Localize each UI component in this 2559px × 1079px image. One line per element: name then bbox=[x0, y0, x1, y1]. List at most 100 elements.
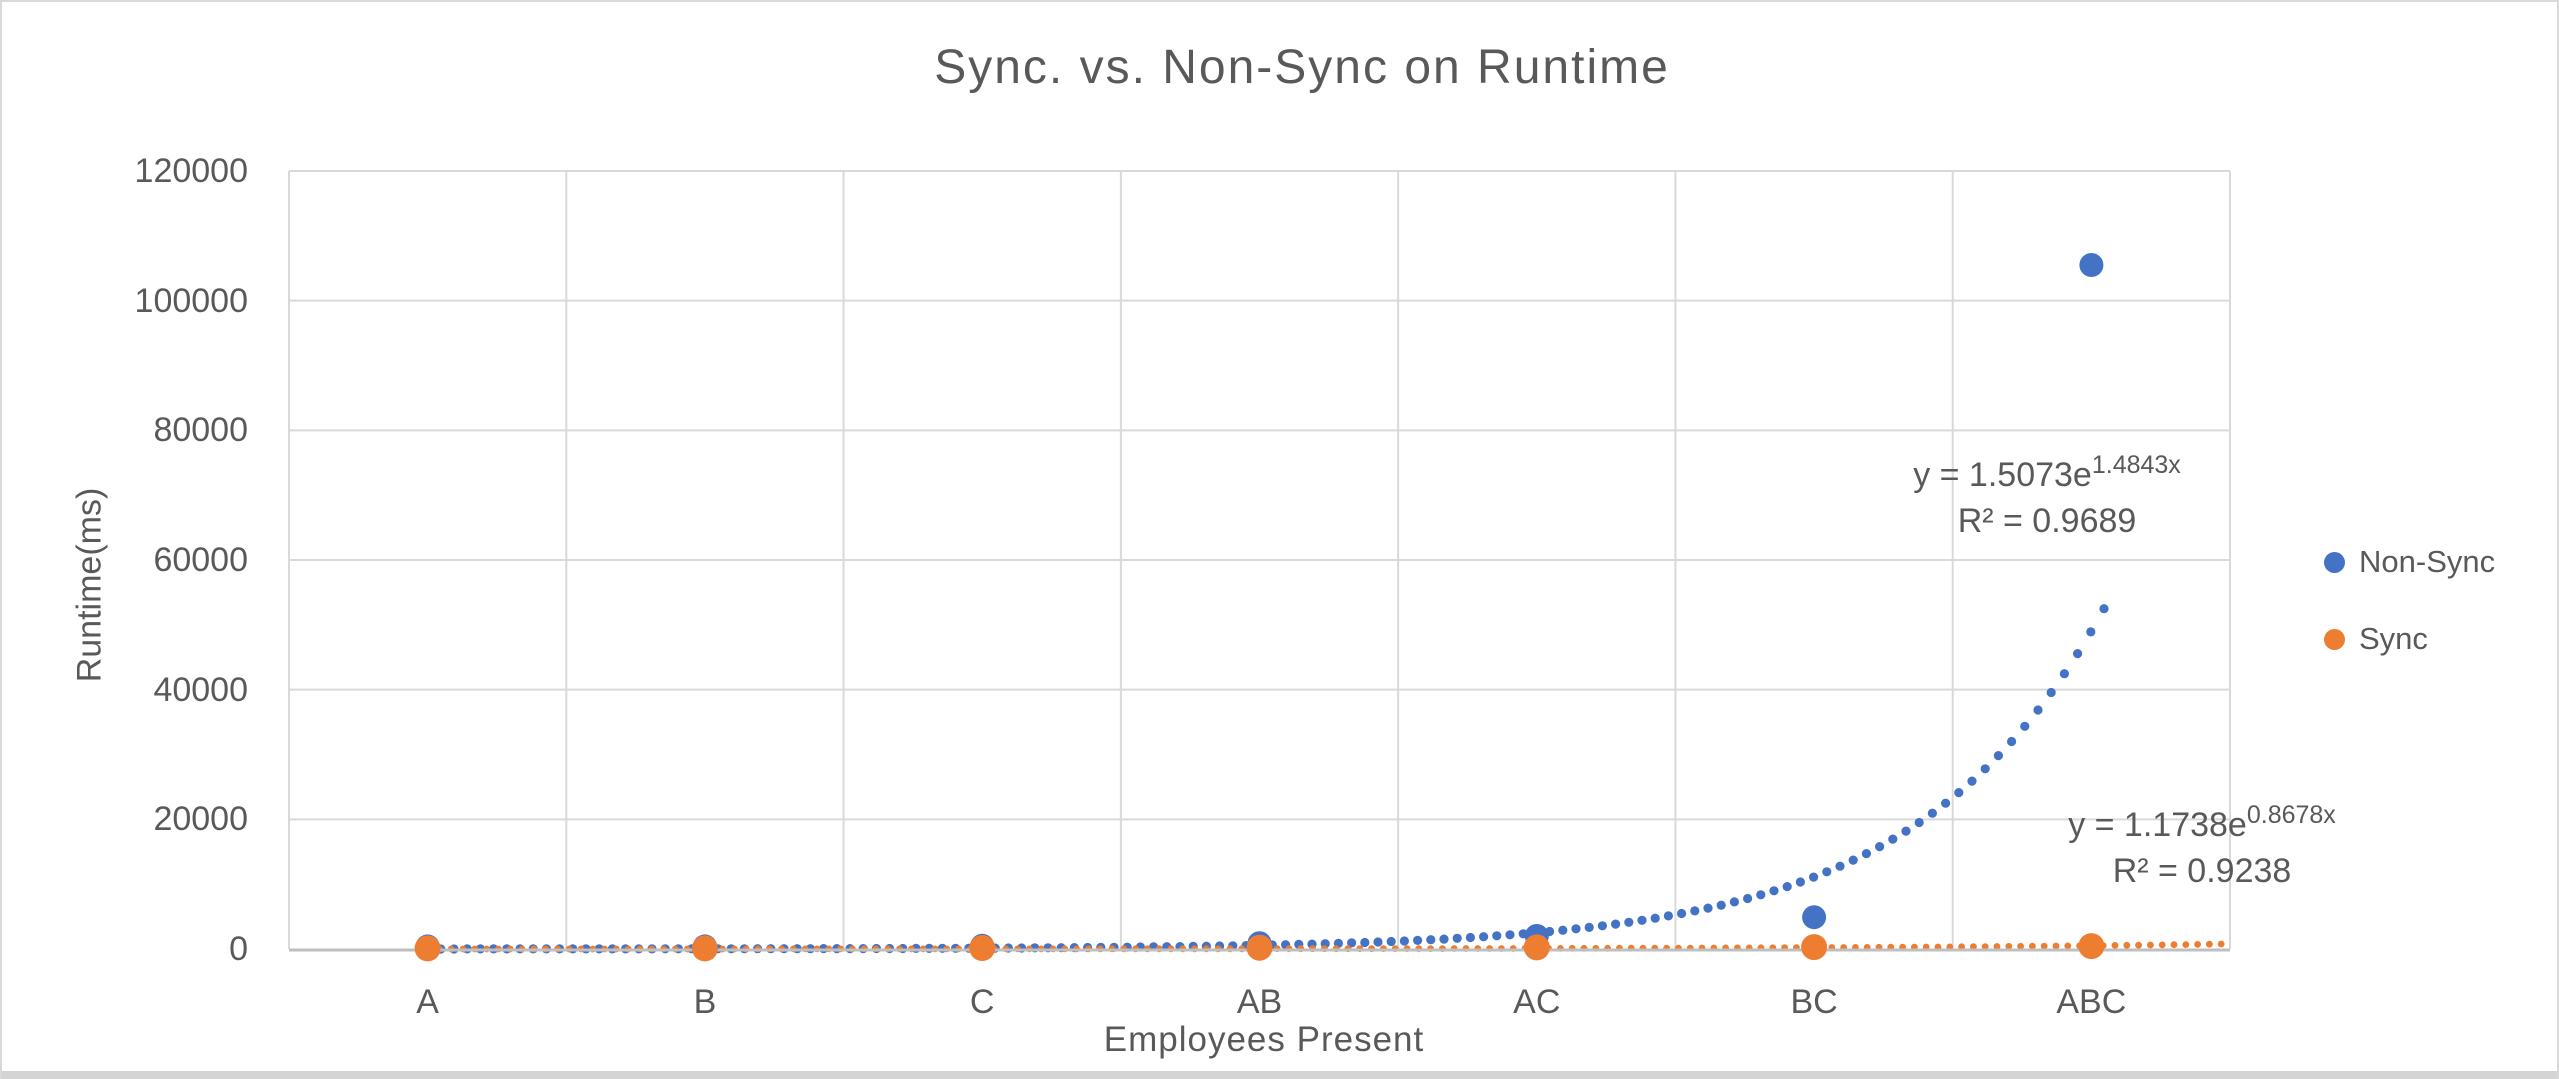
data-point-sync-C[interactable] bbox=[969, 935, 996, 961]
trendline-dot bbox=[1703, 903, 1713, 913]
trendline-dot bbox=[1822, 867, 1832, 877]
trendline-dot bbox=[2182, 941, 2190, 948]
trendline-dot bbox=[1981, 943, 1989, 950]
trendline-dot bbox=[1993, 751, 2003, 761]
trendline-dot bbox=[1426, 935, 1436, 945]
series-markers-sync bbox=[414, 933, 2105, 962]
trendline-dot bbox=[1452, 933, 1462, 943]
trendline-dot bbox=[1360, 937, 1370, 948]
trendline-dot bbox=[2005, 943, 2013, 950]
y-tick-label: 120000 bbox=[134, 152, 248, 190]
data-point-sync-BC[interactable] bbox=[1801, 934, 1828, 961]
window-bottom-edge bbox=[2, 1071, 2557, 1079]
trendline-dot bbox=[2029, 942, 2036, 950]
trendline-dot bbox=[1584, 922, 1594, 933]
r-squared-line: R² = 0.9689 bbox=[1957, 502, 2137, 540]
trendline-dot bbox=[2073, 649, 2083, 659]
y-tick-label: 100000 bbox=[134, 281, 248, 320]
trendline-dot bbox=[1875, 842, 1885, 852]
trendline-dot bbox=[1465, 932, 1475, 943]
equation-line: y = 1.5073e1.4843x bbox=[1913, 451, 2181, 494]
equation-exponent: 1.4843x bbox=[2091, 451, 2181, 479]
r-squared-line: R² = 0.9238 bbox=[2112, 852, 2292, 890]
trendline-dot bbox=[2064, 942, 2072, 950]
legend-label: Non-Sync bbox=[2359, 544, 2496, 579]
series-markers-non-sync bbox=[415, 253, 2104, 959]
trendline-dot bbox=[1958, 943, 1965, 951]
trendline-dot bbox=[2099, 604, 2109, 614]
trendline-dot bbox=[2052, 942, 2060, 950]
trendline-dots-non-sync bbox=[423, 604, 2109, 954]
trendline-dot bbox=[2217, 940, 2225, 948]
trendline-dot bbox=[2194, 941, 2202, 948]
trendline-dot bbox=[1927, 808, 1937, 818]
trendline-dot bbox=[2111, 942, 2119, 949]
data-point-sync-ABC[interactable] bbox=[2078, 933, 2105, 960]
trendline-dot bbox=[1901, 826, 1911, 836]
data-point-sync-B[interactable] bbox=[691, 935, 718, 962]
trendline-dot bbox=[1835, 861, 1845, 871]
trendline-dot bbox=[1611, 919, 1621, 929]
chart-title: Sync. vs. Non-Sync on Runtime bbox=[934, 41, 1670, 94]
trendline-dot bbox=[1386, 936, 1396, 947]
x-category-label: AC bbox=[1513, 983, 1561, 1021]
trendline-equation-sync: y = 1.1738e0.8678x R² = 0.9238 bbox=[1942, 792, 2462, 894]
trendline-dot bbox=[2086, 627, 2096, 637]
trendline-dot bbox=[1690, 906, 1700, 916]
trendline-dot bbox=[1729, 897, 1739, 907]
trendline-dot bbox=[1809, 872, 1819, 882]
y-tick-label: 40000 bbox=[153, 670, 248, 709]
trendline-dot bbox=[1479, 932, 1489, 942]
data-point-non-sync-BC[interactable] bbox=[1802, 905, 1827, 930]
trendline-dot bbox=[2158, 941, 2166, 949]
trendline-dot bbox=[1756, 890, 1766, 900]
trendline-dot bbox=[2007, 736, 2017, 747]
trendline-dot bbox=[1848, 855, 1858, 865]
x-category-label: ABC bbox=[2056, 983, 2127, 1021]
trendline-dot bbox=[1861, 849, 1871, 859]
trendline-dot bbox=[1941, 798, 1951, 808]
trendline-dot bbox=[2017, 942, 2024, 950]
non-sync-marker-icon bbox=[2324, 551, 2345, 573]
legend-item-sync[interactable]: Sync bbox=[2324, 619, 2495, 659]
trendline-dot bbox=[1795, 877, 1805, 887]
trendline-dot bbox=[2046, 687, 2056, 698]
trendline-dot bbox=[1970, 943, 1977, 951]
trendline-dot bbox=[2147, 941, 2154, 949]
data-point-sync-A[interactable] bbox=[414, 935, 441, 962]
trendline-dot bbox=[1399, 936, 1409, 946]
trendline-dot bbox=[1439, 934, 1449, 944]
x-axis-title: Employees Present bbox=[1103, 1020, 1425, 1059]
trendline-dot bbox=[1888, 834, 1898, 844]
trendline-dot bbox=[1716, 900, 1726, 910]
x-category-label: AB bbox=[1236, 983, 1283, 1021]
trendline-dot bbox=[2206, 940, 2213, 948]
x-category-label: BC bbox=[1790, 983, 1838, 1021]
trendline-dot bbox=[1492, 931, 1502, 941]
legend-item-non-sync[interactable]: Non-Sync bbox=[2324, 542, 2495, 582]
data-point-sync-AB[interactable] bbox=[1246, 934, 1273, 961]
trendline-dot bbox=[1954, 788, 1964, 798]
data-point-non-sync-ABC[interactable] bbox=[2079, 253, 2104, 277]
y-tick-label: 60000 bbox=[153, 541, 248, 579]
y-axis-title: Runtime(ms) bbox=[70, 487, 109, 683]
y-tick-label: 80000 bbox=[153, 411, 248, 450]
trendline-dot bbox=[2135, 941, 2143, 949]
legend-label: Sync bbox=[2359, 621, 2428, 656]
sync-marker-icon bbox=[2324, 628, 2345, 650]
legend: Non-Sync Sync bbox=[2324, 542, 2495, 696]
trendline-dot bbox=[2059, 669, 2069, 679]
trendline-dot bbox=[2020, 721, 2030, 731]
data-point-sync-AC[interactable] bbox=[1523, 934, 1550, 961]
trendline-dot bbox=[1650, 913, 1660, 923]
y-tick-label: 20000 bbox=[153, 800, 248, 839]
trendline-dot bbox=[1914, 817, 1924, 828]
trendline-dot bbox=[1967, 776, 1977, 786]
trendline-equation-non-sync: y = 1.5073e1.4843x R² = 0.9689 bbox=[1787, 442, 2307, 544]
trendline-dot bbox=[1993, 943, 2001, 950]
trendline-dot bbox=[2040, 942, 2048, 950]
trendline-dot bbox=[1373, 937, 1383, 947]
trendline-dot bbox=[1558, 925, 1568, 935]
